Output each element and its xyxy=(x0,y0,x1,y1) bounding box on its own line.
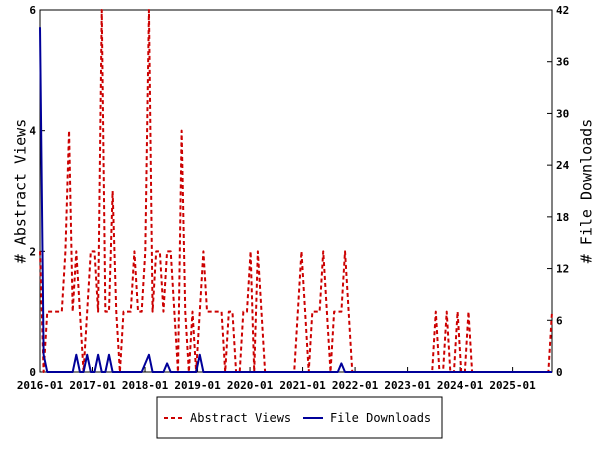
x-tick-label: 2025-01 xyxy=(489,379,536,392)
x-tick-label: 2022-01 xyxy=(332,379,379,392)
right-tick-label: 36 xyxy=(556,56,570,69)
x-tick-label: 2017-01 xyxy=(69,379,116,392)
x-tick-label: 2024-01 xyxy=(437,379,484,392)
right-tick-label: 0 xyxy=(556,366,563,379)
legend-box xyxy=(156,396,443,439)
legend: Abstract Views File Downloads xyxy=(156,396,443,439)
left-tick-label: 2 xyxy=(29,245,36,258)
x-axis: 2016-01 2017-01 2018-01 2019-01 2020-01 2021-… xyxy=(17,367,536,392)
legend-label-file-downloads: File Downloads xyxy=(330,411,431,425)
right-tick-label: 18 xyxy=(556,211,569,224)
right-axis: 0 6 12 18 24 30 36 42 xyxy=(547,4,570,379)
x-tick-label: 2018-01 xyxy=(122,379,169,392)
series-line-abstract-views xyxy=(39,9,553,373)
series-line-file-downloads xyxy=(39,27,552,373)
left-tick-label: 6 xyxy=(29,4,36,17)
y-right-axis-title: # File Downloads xyxy=(578,119,596,264)
left-tick-label: 4 xyxy=(29,125,36,138)
left-tick-label: 0 xyxy=(29,366,36,379)
right-tick-label: 24 xyxy=(556,159,570,172)
x-tick-label: 2021-01 xyxy=(279,379,326,392)
x-tick-label: 2016-01 xyxy=(17,379,64,392)
right-tick-label: 6 xyxy=(556,314,563,327)
y-left-axis-title: # Abstract Views xyxy=(12,119,30,264)
x-tick-label: 2023-01 xyxy=(384,379,431,392)
x-tick-label: 2020-01 xyxy=(227,379,274,392)
right-tick-label: 30 xyxy=(556,107,569,120)
right-tick-label: 42 xyxy=(556,4,569,17)
right-tick-label: 12 xyxy=(556,263,569,276)
series-layer xyxy=(39,9,553,373)
x-tick-label: 2019-01 xyxy=(174,379,221,392)
legend-label-abstract-views: Abstract Views xyxy=(190,411,291,425)
